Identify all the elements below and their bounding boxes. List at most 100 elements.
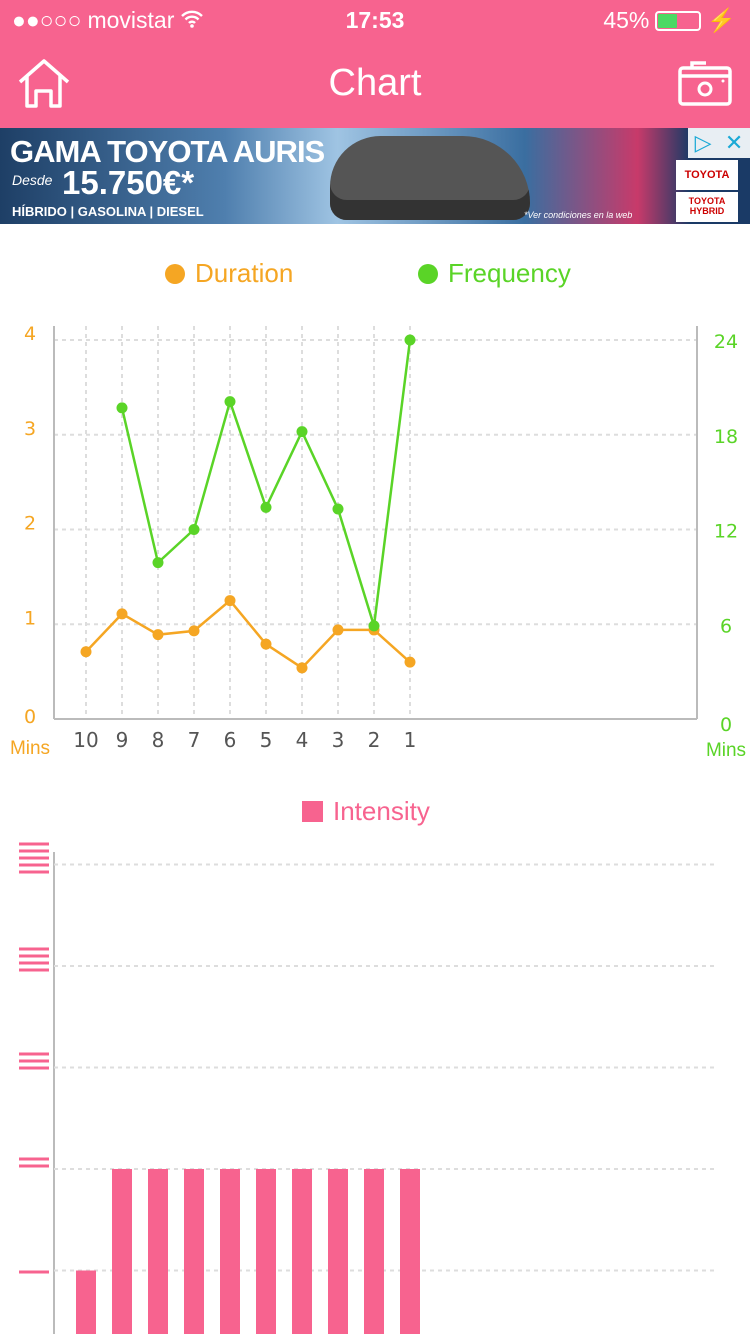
x-tick-label: 9 <box>116 728 129 752</box>
car-image <box>330 136 530 220</box>
x-tick-label: 2 <box>368 728 381 752</box>
data-point-frequency <box>332 503 344 515</box>
nav-bar: Chart <box>0 40 750 128</box>
bar <box>256 1169 276 1334</box>
data-point-frequency <box>368 620 380 632</box>
x-tick-label: 4 <box>296 728 309 752</box>
legend-square-icon <box>302 801 323 822</box>
data-point-duration <box>296 662 308 674</box>
x-tick-label: 1 <box>404 728 417 752</box>
battery-percent: 45% <box>603 7 650 33</box>
signal-icon: ●●○○○ <box>12 7 82 33</box>
legend-dot-icon <box>165 263 185 284</box>
data-point-duration <box>80 646 92 658</box>
close-icon[interactable]: ✕ <box>724 130 744 155</box>
ad-banner[interactable]: GAMA TOYOTA AURIS Desde 15.750€* HÍBRIDO… <box>0 128 750 224</box>
x-tick-label: 3 <box>332 728 345 752</box>
intensity-level-icon <box>19 1270 49 1274</box>
legend-label: Duration <box>195 258 294 288</box>
data-point-frequency <box>296 426 308 438</box>
y-left-tick-label: 1 <box>24 607 36 629</box>
wifi-icon <box>180 7 204 34</box>
data-point-frequency <box>152 557 164 569</box>
carrier: movistar <box>87 7 175 33</box>
bar <box>328 1169 348 1334</box>
legend-intensity[interactable]: Intensity <box>302 796 430 827</box>
clock: 17:53 <box>345 7 405 33</box>
data-point-duration <box>224 595 236 607</box>
data-point-duration <box>260 638 272 650</box>
intensity-level-icon <box>19 1066 49 1070</box>
data-point-duration <box>116 608 128 620</box>
bar <box>292 1169 312 1334</box>
battery-icon <box>655 10 702 31</box>
y-left-tick-label: 3 <box>24 418 36 440</box>
ad-choices-close[interactable]: ▷ ✕ <box>688 128 750 158</box>
y-left-unit: Mins <box>10 738 50 759</box>
bar <box>184 1169 204 1334</box>
intensity-level-icon <box>19 842 49 846</box>
intensity-level-icon <box>19 954 49 958</box>
y-right-unit: Mins <box>706 740 746 761</box>
toyota-logo: TOYOTA <box>676 160 738 190</box>
charging-icon: ⚡ <box>707 7 736 33</box>
intensity-level-icon <box>19 968 49 972</box>
intensity-level-icon <box>19 863 49 867</box>
adchoices-icon[interactable]: ▷ <box>694 130 712 155</box>
data-point-frequency <box>116 402 128 414</box>
y-right-tick-label: 6 <box>720 615 732 637</box>
camera-icon[interactable] <box>678 60 732 111</box>
data-point-frequency <box>224 396 236 408</box>
ad-price: 15.750€* <box>62 164 195 201</box>
x-tick-label: 7 <box>188 728 201 752</box>
intensity-level-icon <box>19 856 49 860</box>
status-bar: ●●○○○ movistar 17:53 45% ⚡ <box>0 0 750 40</box>
toyota-hybrid-logo: TOYOTA HYBRID <box>676 192 738 222</box>
y-left-tick-label: 2 <box>24 513 36 535</box>
intensity-level-icon <box>19 1164 49 1168</box>
intensity-level-icon <box>19 1059 49 1063</box>
data-point-duration <box>332 624 344 636</box>
data-point-duration <box>152 629 164 641</box>
page-title: Chart <box>328 62 422 104</box>
intensity-level-icon <box>19 961 49 965</box>
bar <box>148 1169 168 1334</box>
data-point-frequency <box>188 524 200 535</box>
bar <box>76 1270 96 1334</box>
legend-label: Frequency <box>448 258 571 288</box>
data-point-frequency <box>404 334 416 346</box>
ad-from: Desde <box>12 172 53 188</box>
intensity-chart <box>19 842 715 1334</box>
legend-frequency[interactable]: Frequency <box>418 258 571 289</box>
intensity-level-icon <box>19 849 49 853</box>
x-tick-label: 6 <box>224 728 237 752</box>
legend-dot-icon <box>418 263 438 284</box>
intensity-level-icon <box>19 1052 49 1056</box>
series-line-duration <box>85 598 411 670</box>
bar <box>400 1169 420 1334</box>
intensity-level-icon <box>19 947 49 951</box>
y-right-tick-label: 0 <box>720 714 732 736</box>
y-right-tick-label: 12 <box>714 521 738 543</box>
bar <box>364 1169 384 1334</box>
ad-headline: GAMA TOYOTA AURIS <box>10 134 325 169</box>
intensity-level-icon <box>19 870 49 874</box>
legend-label: Intensity <box>333 796 430 826</box>
y-right-tick-label: 24 <box>714 331 738 353</box>
y-left-tick-label: 4 <box>24 323 36 345</box>
y-left-tick-label: 0 <box>24 706 36 728</box>
data-point-duration <box>404 656 416 668</box>
x-tick-label: 8 <box>152 728 165 752</box>
intensity-level-icon <box>19 1157 49 1161</box>
ad-disclaimer: *Ver condiciones en la web <box>524 210 633 220</box>
bar <box>112 1169 132 1334</box>
ad-fuels: HÍBRIDO | GASOLINA | DIESEL <box>12 204 204 219</box>
bar <box>220 1169 240 1334</box>
data-point-frequency <box>260 501 272 513</box>
legend-duration[interactable]: Duration <box>165 258 293 289</box>
x-tick-label: 10 <box>73 728 98 752</box>
x-tick-label: 5 <box>260 728 273 752</box>
y-right-tick-label: 18 <box>714 426 738 448</box>
home-icon[interactable] <box>16 58 72 115</box>
